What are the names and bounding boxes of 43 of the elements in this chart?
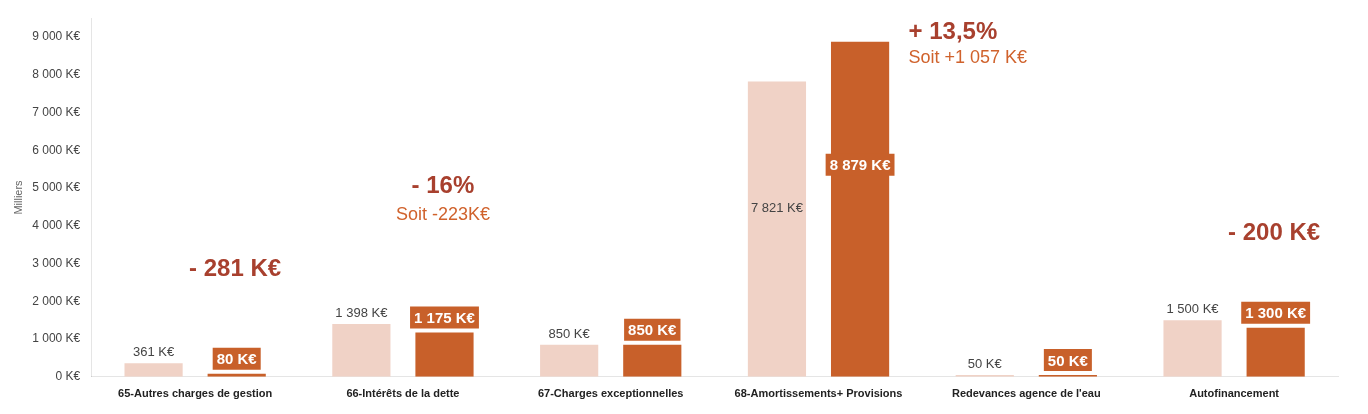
bar: [415, 332, 474, 377]
bar: [332, 324, 391, 377]
y-tick-label: 0 K€: [55, 369, 81, 384]
bar: [1163, 320, 1222, 377]
data-label: 7 821 K€: [750, 199, 804, 215]
data-label: 361 K€: [132, 344, 175, 360]
data-label: 8 879 K€: [829, 156, 892, 174]
bar: [540, 344, 599, 377]
data-label: 1 300 K€: [1245, 304, 1307, 322]
data-label: 50 K€: [967, 355, 1003, 371]
bar: [747, 81, 807, 377]
data-label: 850 K€: [628, 321, 678, 339]
x-tick-label: 67-Charges exceptionnelles: [537, 387, 684, 400]
data-label: 1 500 K€: [1166, 301, 1220, 317]
annotation: - 16%: [411, 171, 475, 199]
y-tick-label: 3 000 K€: [32, 255, 81, 270]
x-tick-label: Redevances agence de l'eau: [951, 387, 1101, 400]
y-tick-label: 6 000 K€: [32, 142, 81, 157]
y-tick-label: 7 000 K€: [32, 104, 81, 119]
x-tick-label: Autofinancement: [1189, 387, 1280, 400]
bar: [124, 363, 183, 377]
y-tick-label: 4 000 K€: [32, 218, 81, 233]
x-tick-label: 66-Intérêts de la dette: [346, 387, 460, 400]
annotation: + 13,5%: [908, 17, 998, 45]
annotation: - 200 K€: [1228, 217, 1321, 245]
x-tick-label: 68-Amortissements+ Provisions: [734, 387, 903, 400]
y-tick-label: 9 000 K€: [32, 29, 81, 44]
data-label: 50 K€: [1047, 351, 1089, 369]
data-label: 80 K€: [216, 350, 258, 368]
annotation: Soit -223K€: [395, 204, 490, 225]
y-axis-title: Milliers: [11, 179, 24, 215]
data-label: 1 175 K€: [414, 309, 476, 327]
annotation: Soit +1 057 K€: [908, 46, 1028, 67]
annotation: - 281 K€: [189, 253, 282, 281]
bar: [623, 344, 682, 377]
y-tick-label: 2 000 K€: [32, 293, 81, 308]
y-tick-label: 5 000 K€: [32, 180, 81, 195]
data-label: 1 398 K€: [335, 305, 389, 321]
y-tick-label: 1 000 K€: [32, 331, 81, 346]
y-tick-label: 8 000 K€: [32, 67, 81, 82]
data-label: 850 K€: [548, 325, 591, 341]
x-tick-label: 65-Autres charges de gestion: [118, 387, 273, 400]
bar: [1246, 327, 1305, 377]
